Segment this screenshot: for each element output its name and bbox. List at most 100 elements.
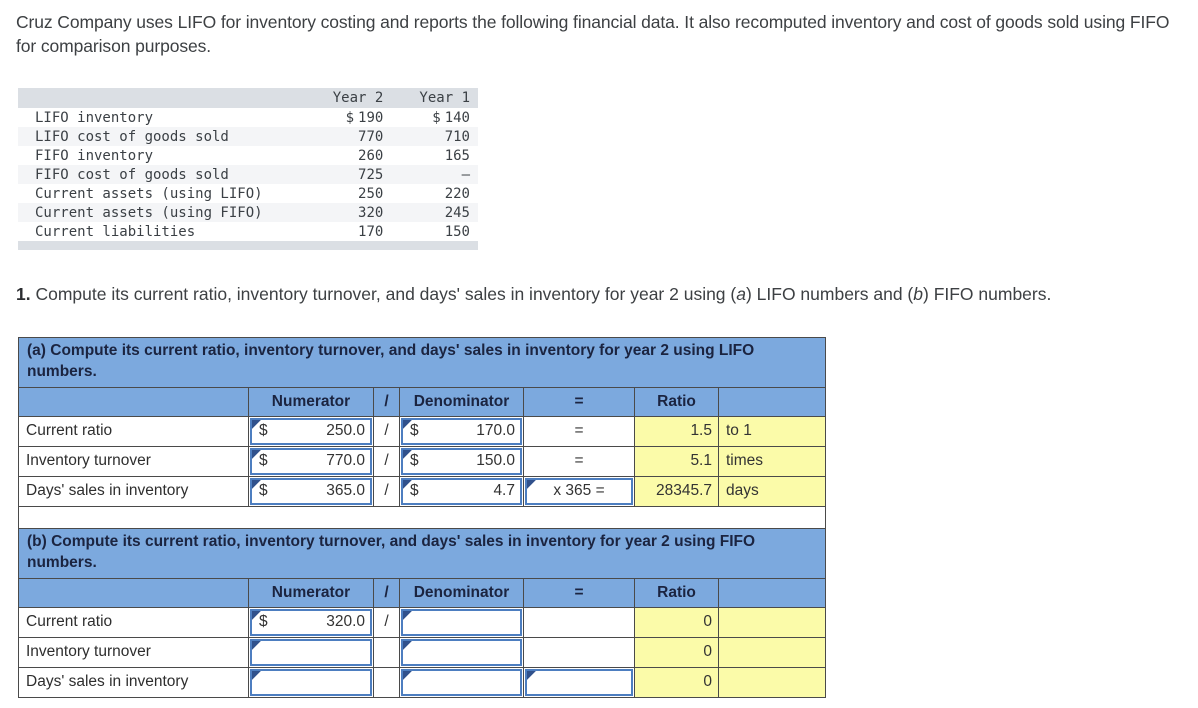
ratio-unit: times [717,445,827,477]
ratio-value: 0 [634,606,719,638]
cell-marker-icon [252,610,261,620]
row-label: FIFO cost of goods sold [18,165,307,184]
slash-cell [373,636,400,668]
column-header-ratio: Ratio [634,386,719,417]
row-label: Current ratio [18,606,249,638]
worksheet-row-inventory-turnover: Inventory turnover $770.0 / $150.0 = 5.1… [18,445,827,477]
question-text: 1. Compute its current ratio, inventory … [16,284,1052,304]
denominator-input[interactable] [401,668,522,696]
row-label: LIFO cost of goods sold [18,127,307,146]
numerator-input[interactable]: $770.0 [250,447,372,475]
cell-marker-icon [252,419,261,429]
ratio-value: 1.5 [634,415,719,447]
denominator-input[interactable]: $4.7 [401,477,522,505]
cell-marker-icon [403,670,412,680]
row-label: Current ratio [18,415,249,447]
column-header-numerator: Numerator [248,386,374,417]
ratio-unit: to 1 [717,415,827,447]
row-label: Days' sales in inventory [18,666,249,698]
ratio-value: 0 [634,636,719,668]
table-row: Current assets (using FIFO) 320 245 [18,203,478,222]
column-header-equals: = [523,577,635,608]
column-header-slash: / [373,386,400,417]
slash-cell [373,666,400,698]
ratio-unit: days [717,475,827,507]
worksheet-b-title: (b) Compute its current ratio, inventory… [18,528,826,579]
column-header-denominator: Denominator [399,577,524,608]
table-row: Current liabilities 170 150 [18,222,478,241]
row-label: Inventory turnover [18,636,249,668]
multiplier-input[interactable]: x 365 = [525,477,633,505]
year1-header: Year 1 [397,88,478,108]
ratio-value: 5.1 [634,445,719,477]
table-footer-band [18,241,478,250]
row-label: LIFO inventory [35,109,154,126]
row-label: FIFO inventory [35,147,154,164]
ratio-value: 28345.7 [634,475,719,507]
numerator-input[interactable]: $250.0 [250,417,372,445]
worksheet-a-column-headers: Numerator / Denominator = Ratio [18,386,827,417]
worksheet-row-days-sales: Days' sales in inventory 0 [18,666,826,698]
worksheet-row-inventory-turnover: Inventory turnover 0 [18,636,826,668]
cell-marker-icon [403,479,412,489]
table-row: Current assets (using LIFO) 250 220 [18,184,478,203]
equals-cell [523,606,635,638]
denominator-input[interactable] [401,638,522,666]
cell-marker-icon [252,449,261,459]
equals-cell: = [523,415,635,447]
cell-marker-icon [527,479,536,489]
slash-cell: / [373,415,400,447]
ratio-unit [718,606,826,638]
equals-cell: = [523,445,635,477]
column-header-numerator: Numerator [248,577,374,608]
row-label: Current assets (using LIFO) [35,185,263,202]
ratio-unit [718,666,826,698]
ratio-unit [718,636,826,668]
multiplier-input[interactable] [525,668,633,696]
slash-cell: / [373,606,400,638]
row-label: Inventory turnover [18,445,249,477]
intro-text: Cruz Company uses LIFO for inventory cos… [16,12,1170,57]
row-label: Days' sales in inventory [18,475,249,507]
table-row: LIFO cost of goods sold 770 710 [18,127,478,146]
denominator-input[interactable]: $150.0 [401,447,522,475]
column-header-equals: = [523,386,635,417]
table-row: LIFO inventory $190 $140 [18,108,478,127]
table-row: FIFO cost of goods sold 725 – [18,165,478,184]
worksheet-b: (b) Compute its current ratio, inventory… [18,528,826,698]
numerator-input[interactable]: $320.0 [250,608,372,636]
column-header-slash: / [373,577,400,608]
cell-marker-icon [252,670,261,680]
numerator-input[interactable] [250,668,372,696]
year2-header: Year 2 [306,88,398,108]
financial-data-table: Year 2 Year 1 LIFO inventory $190 $140 L… [18,88,478,250]
equals-cell [523,636,635,668]
cell-marker-icon [252,479,261,489]
slash-cell: / [373,475,400,507]
worksheet-row-days-sales: Days' sales in inventory $365.0 / $4.7 x… [18,475,827,507]
row-label: Current assets (using FIFO) [18,203,307,222]
worksheet-row-current-ratio: Current ratio $320.0 / 0 [18,606,826,638]
question-number: 1. [16,284,31,304]
worksheet-a-title: (a) Compute its current ratio, inventory… [17,337,827,388]
denominator-input[interactable] [401,608,522,636]
ratio-value: 0 [634,666,719,698]
denominator-input[interactable]: $170.0 [401,417,522,445]
slash-cell: / [373,445,400,477]
worksheet-b-column-headers: Numerator / Denominator = Ratio [18,577,826,608]
table-header-row: Year 2 Year 1 [18,88,478,108]
numerator-input[interactable] [250,638,372,666]
spacer-row [17,505,827,529]
table-row: FIFO inventory 260 165 [18,146,478,165]
worksheet-row-current-ratio: Current ratio $250.0 / $170.0 = 1.5 to 1 [18,415,827,447]
column-header-ratio: Ratio [634,577,719,608]
cell-marker-icon [403,640,412,650]
cell-marker-icon [403,419,412,429]
cell-marker-icon [252,640,261,650]
numerator-input[interactable]: $365.0 [250,477,372,505]
column-header-denominator: Denominator [399,386,524,417]
cell-marker-icon [527,670,536,680]
cell-marker-icon [403,449,412,459]
worksheet-a: (a) Compute its current ratio, inventory… [17,337,827,529]
row-label: Current liabilities [35,223,196,240]
